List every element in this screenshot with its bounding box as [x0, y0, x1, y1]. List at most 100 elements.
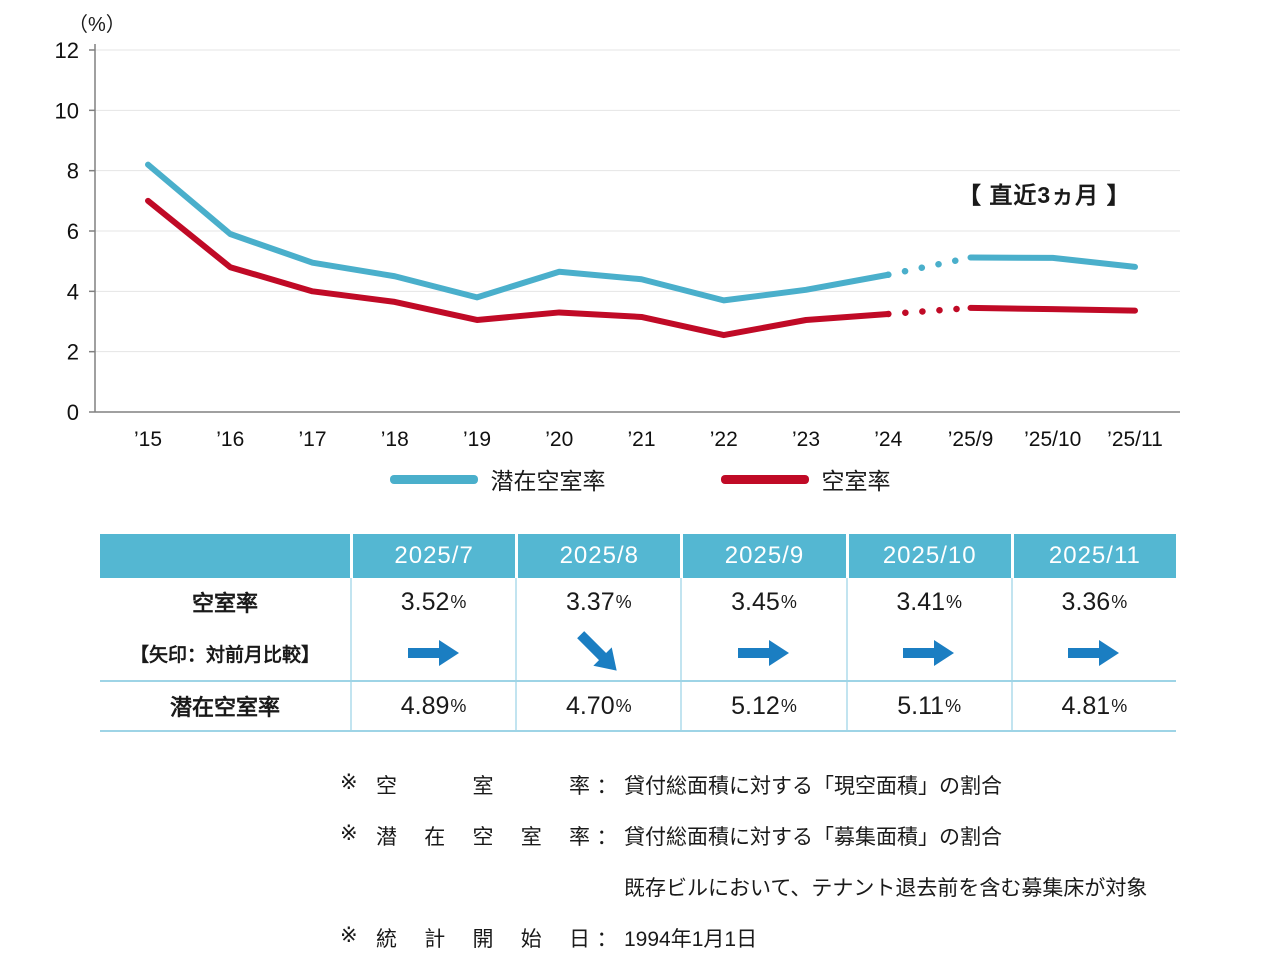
vacancy-rate-table: 2025/7 2025/8 2025/9 2025/10 2025/11 空室率…: [100, 534, 1176, 732]
footnote-text: 貸付総面積に対する「現空面積」の割合: [624, 775, 1002, 798]
svg-text:’22: ’22: [710, 428, 738, 451]
y-axis-unit-label: （%）: [68, 14, 126, 36]
footnote-marker: ※: [340, 924, 358, 947]
vacancy-rate-value: 3.36%: [1010, 578, 1176, 626]
value-number: 4.81: [1061, 691, 1111, 720]
footnote-colon: ：: [596, 775, 618, 798]
potential-vacancy-rate-value: 4.70%: [515, 682, 680, 730]
trend-arrow: [680, 626, 845, 680]
svg-text:12: 12: [55, 38, 79, 63]
value-unit: %: [945, 695, 962, 716]
row-label-vacancy-rate: 空室率: [191, 591, 258, 616]
value-unit: %: [780, 591, 797, 612]
chart-legend: 潜在空室率 空室率: [0, 462, 1280, 496]
footnote-line: ※ 潜在空室率 ： 貸付総面積に対する「募集面積」の割合: [340, 821, 1280, 851]
potential-vacancy-rate-value: 5.11%: [845, 682, 1011, 730]
value-number: 4.89: [400, 691, 450, 720]
footnote-marker: ※: [340, 822, 358, 845]
trend-arrow-right-icon: [1068, 640, 1120, 666]
table-header-2025-10: 2025/10: [845, 534, 1011, 578]
vacancy-rate-value: 3.45%: [680, 578, 845, 626]
trend-arrow: [1010, 626, 1176, 680]
value-number: 3.45: [731, 587, 780, 616]
value-unit: %: [615, 591, 632, 612]
value-unit: %: [615, 695, 632, 716]
footnotes: ※ 空室率 ： 貸付総面積に対する「現空面積」の割合 ※ 潜在空室率 ： 貸付総面積に対する「…: [340, 770, 1280, 953]
value-unit: %: [780, 695, 797, 716]
value-number: 5.12: [731, 691, 780, 720]
legend-line-vacancy-icon: [720, 474, 809, 484]
value-unit: %: [946, 591, 963, 612]
svg-text:’15: ’15: [134, 428, 162, 451]
trend-arrow-down-right-icon: [576, 631, 617, 671]
vacancy-rate-value: 3.52%: [350, 578, 515, 626]
potential-vacancy-rate-value: 4.81%: [1010, 682, 1176, 730]
footnote-text: 1994年1月1日: [624, 928, 758, 951]
footnote-term: 潜在空室率: [376, 826, 590, 849]
table-header-2025-8: 2025/8: [515, 534, 681, 578]
svg-text:’17: ’17: [298, 428, 326, 451]
value-number: 3.41: [896, 587, 946, 616]
svg-text:’23: ’23: [792, 428, 820, 451]
vacancy-rate-value: 3.37%: [515, 578, 680, 626]
table-header-empty: [100, 534, 350, 578]
svg-text:4: 4: [67, 279, 79, 304]
svg-text:’21: ’21: [627, 428, 655, 451]
svg-text:’20: ’20: [545, 428, 573, 451]
footnote-line: ※ 統計開始日 ： 1994年1月1日: [340, 923, 1280, 953]
trend-arrow: [845, 626, 1011, 680]
footnote-term: 空室率: [376, 775, 590, 798]
footnote-text: 貸付総面積に対する「募集面積」の割合: [624, 826, 1002, 849]
legend-item-potential-vacancy: 潜在空室率: [389, 462, 606, 496]
table-header-2025-7: 2025/7: [350, 534, 516, 578]
value-number: 3.37: [565, 587, 615, 616]
value-unit: %: [1111, 591, 1128, 612]
row-label-potential-vacancy-rate: 潜在空室率: [169, 695, 280, 720]
trend-arrow-right-icon: [903, 640, 955, 666]
trend-arrow: [350, 626, 515, 680]
value-number: 3.36: [1061, 587, 1111, 616]
potential-vacancy-rate-value: 4.89%: [350, 682, 515, 730]
svg-text:’24: ’24: [874, 428, 902, 451]
recent-3-months-annotation: 【 直近3ヵ月 】: [958, 182, 1131, 208]
legend-line-potential-vacancy-icon: [389, 474, 478, 484]
value-unit: %: [450, 591, 467, 612]
trend-arrow: [515, 626, 680, 680]
svg-text:’19: ’19: [463, 428, 491, 451]
footnote-term: 統計開始日: [376, 928, 590, 951]
svg-text:’25/9: ’25/9: [948, 428, 994, 451]
trend-arrow-right-icon: [407, 640, 459, 666]
value-unit: %: [1111, 695, 1128, 716]
table-header-2025-9: 2025/9: [680, 534, 846, 578]
legend-label-potential-vacancy: 潜在空室率: [490, 468, 606, 494]
value-number: 3.52: [400, 587, 450, 616]
vacancy-rate-line-chart: 0 2 4 6 8 10 12 ’15 ’16 ’17 ’18 ’19 ’20 ’21 ’22 ’23 ’24 ’…: [55, 38, 1180, 451]
svg-text:’18: ’18: [381, 428, 409, 451]
svg-text:0: 0: [67, 400, 79, 425]
svg-text:10: 10: [55, 98, 79, 123]
footnote-marker: ※: [340, 771, 358, 794]
svg-text:’25/10: ’25/10: [1024, 428, 1081, 451]
legend-label-vacancy: 空室率: [821, 468, 891, 494]
svg-text:’16: ’16: [216, 428, 244, 451]
svg-text:’25/11: ’25/11: [1107, 428, 1163, 451]
legend-item-vacancy: 空室率: [720, 462, 891, 496]
value-number: 4.70: [565, 691, 615, 720]
table-row-divider: [100, 680, 1176, 682]
footnote-colon: ：: [596, 928, 618, 951]
trend-arrow-right-icon: [737, 640, 789, 666]
chart-area: （%） 【 直近3ヵ月 】 0 2 4 6 8 10 12 ’15 ’16 ’17 ’18 ’19 ’2…: [0, 14, 1280, 496]
potential-vacancy-rate-value: 5.12%: [680, 682, 845, 730]
row-sublabel-arrow-comparison: 【矢印：対前月比較】: [129, 644, 320, 666]
svg-text:6: 6: [67, 219, 79, 244]
footnote-line: ※ 空室率 ： 貸付総面積に対する「現空面積」の割合: [340, 770, 1280, 800]
footnote-colon: ：: [596, 826, 618, 849]
value-unit: %: [450, 695, 467, 716]
footnote-continuation: 既存ビルにおいて、テナント退去前を含む募集床が対象: [624, 877, 1148, 900]
value-number: 5.11: [897, 691, 945, 720]
svg-text:8: 8: [67, 159, 79, 184]
vacancy-rate-value: 3.41%: [845, 578, 1011, 626]
svg-text:2: 2: [67, 340, 79, 365]
table-header-2025-11: 2025/11: [1010, 534, 1176, 578]
